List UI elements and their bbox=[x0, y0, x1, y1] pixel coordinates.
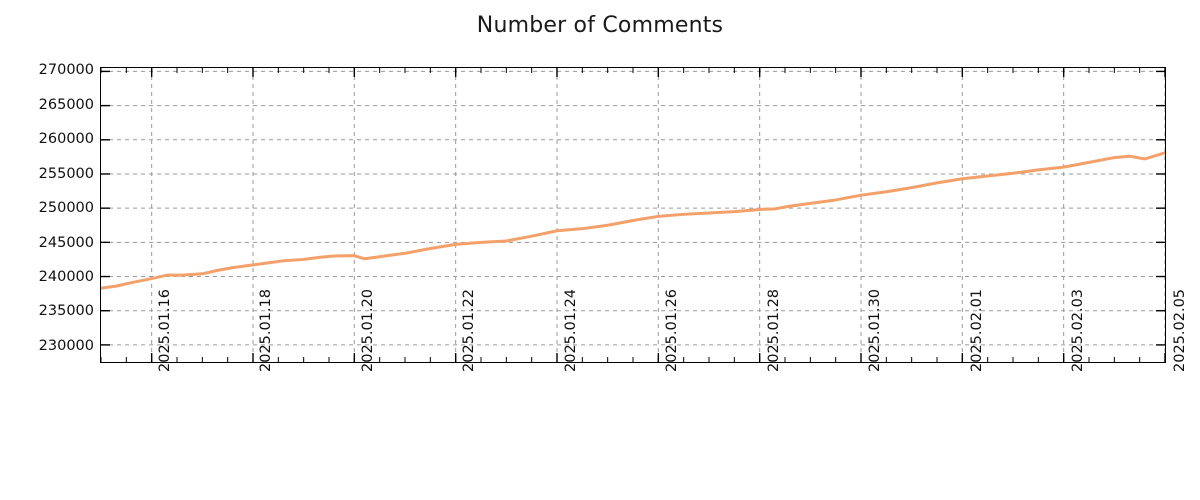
y-axis-tick-label: 240000 bbox=[38, 268, 94, 285]
x-axis-ticks bbox=[101, 68, 1165, 362]
x-axis-tick-label: 2025.01.24 bbox=[562, 288, 579, 372]
y-axis-tick-label: 260000 bbox=[38, 131, 94, 148]
x-axis-tick-label: 2025.01.26 bbox=[664, 288, 681, 372]
y-axis-tick-label: 265000 bbox=[38, 96, 94, 113]
y-axis-tick-label: 230000 bbox=[38, 337, 94, 354]
y-axis-tick-label: 245000 bbox=[38, 234, 94, 251]
x-axis-tick-label: 2025.01.18 bbox=[258, 288, 275, 372]
x-axis-tick-label: 2025.01.16 bbox=[156, 288, 173, 372]
y-axis-tick-label: 235000 bbox=[38, 303, 94, 320]
x-axis-tick-label: 2025.01.22 bbox=[461, 288, 478, 372]
x-axis-tick-label: 2025.02.01 bbox=[968, 288, 985, 372]
y-axis-tick-label: 255000 bbox=[38, 165, 94, 182]
plot-area bbox=[100, 67, 1166, 363]
x-axis-tick-label: 2025.01.30 bbox=[867, 288, 884, 372]
x-axis-tick-label: 2025.02.03 bbox=[1070, 288, 1087, 372]
y-axis-tick-label: 270000 bbox=[38, 62, 94, 79]
y-axis-tick-label: 250000 bbox=[38, 200, 94, 217]
horizontal-gridlines bbox=[101, 71, 1165, 344]
x-axis-tick-label: 2025.02.05 bbox=[1172, 288, 1188, 372]
y-axis-ticks bbox=[101, 71, 1165, 344]
x-axis-tick-label: 2025.01.20 bbox=[359, 288, 376, 372]
x-axis-tick-label: 2025.01.28 bbox=[765, 288, 782, 372]
chart-title: Number of Comments bbox=[476, 13, 724, 38]
plot-svg bbox=[101, 68, 1165, 362]
data-series-line[interactable] bbox=[101, 153, 1165, 288]
